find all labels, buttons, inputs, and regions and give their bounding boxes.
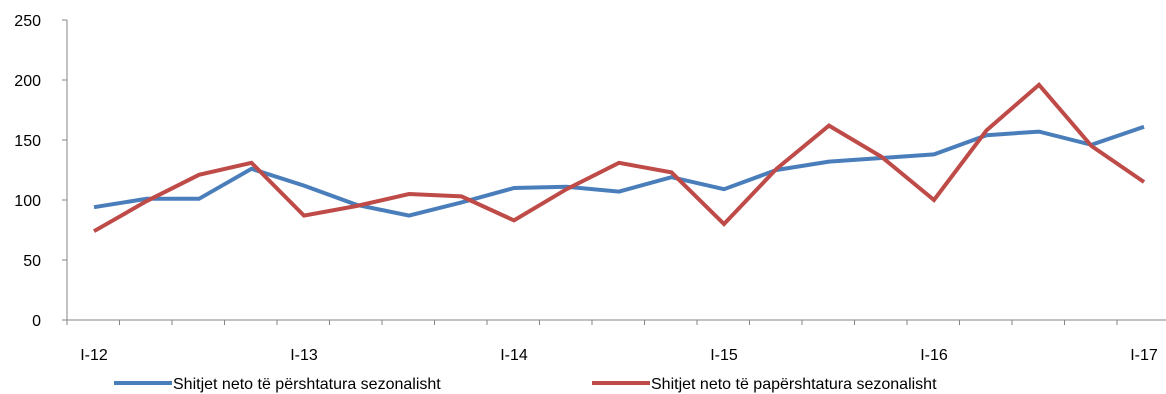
- series-line-1: [93, 124, 1145, 218]
- x-tick-label: I-12: [80, 347, 108, 364]
- y-tick-label: 0: [32, 313, 41, 330]
- y-tick-label: 50: [23, 253, 41, 270]
- legend-label-1: Shitjet neto të përshtatura sezonalisht: [173, 376, 441, 393]
- y-tick-label: 200: [14, 73, 41, 90]
- x-ticks: I-12 I-13 I-14 I-15 I-16 I-17: [66, 320, 1158, 364]
- y-tick-label: 100: [14, 193, 41, 210]
- legend-label-2: Shitjet neto të papërshtatura sezonalish…: [651, 376, 937, 393]
- series-lines: [93, 81, 1146, 233]
- x-tick-label: I-15: [710, 347, 738, 364]
- x-tick-label: I-17: [1130, 347, 1158, 364]
- x-tick-label: I-16: [920, 347, 948, 364]
- y-ticks: 0 50 100 150 200 250: [14, 13, 67, 330]
- axes: [66, 20, 1166, 321]
- x-tick-label: I-14: [500, 347, 528, 364]
- legend: Shitjet neto të përshtatura sezonalisht S…: [114, 376, 937, 393]
- y-tick-label: 150: [14, 133, 41, 150]
- x-tick-label: I-13: [290, 347, 318, 364]
- y-tick-label: 250: [14, 13, 41, 30]
- series-line-2: [93, 81, 1146, 233]
